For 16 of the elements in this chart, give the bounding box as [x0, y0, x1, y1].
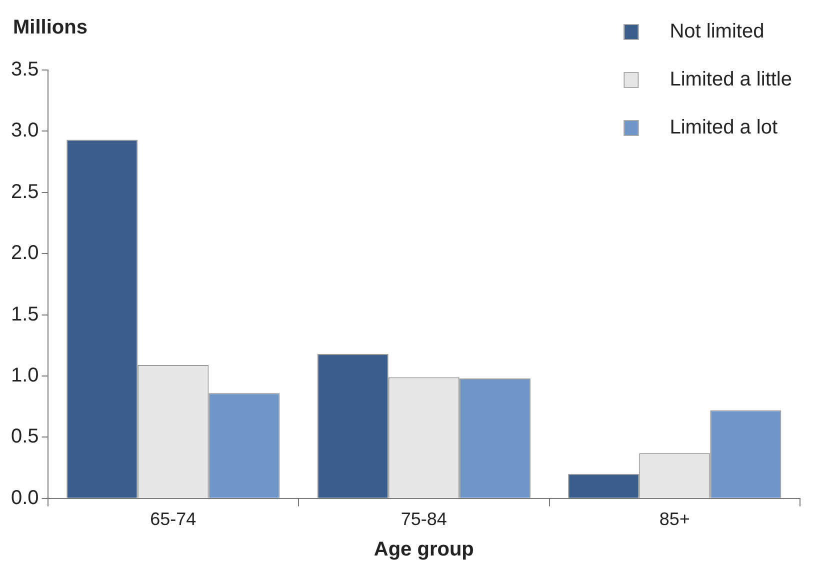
- y-tick-label: 3.0: [10, 120, 39, 142]
- y-tick-label: 0.5: [10, 426, 39, 448]
- x-tick-label: 75-84: [400, 509, 447, 530]
- y-tick-label: 2.0: [10, 242, 39, 264]
- y-tick-label: 0.0: [10, 486, 39, 509]
- y-tick-label: 3.5: [10, 58, 39, 81]
- legend-label: Limited a little: [670, 68, 792, 91]
- y-tick-label: 1.0: [10, 364, 39, 387]
- y-axis-title: Millions: [13, 16, 88, 39]
- y-tick-label: 2.5: [10, 180, 39, 203]
- x-axis-title: Age group: [374, 538, 474, 561]
- legend-label: Not limited: [670, 20, 764, 43]
- x-tick-label: 65-74: [150, 509, 196, 530]
- y-tick-label: 1.5: [10, 303, 39, 326]
- x-tick-label: 85+: [659, 509, 690, 530]
- legend-label: Limited a lot: [670, 116, 778, 139]
